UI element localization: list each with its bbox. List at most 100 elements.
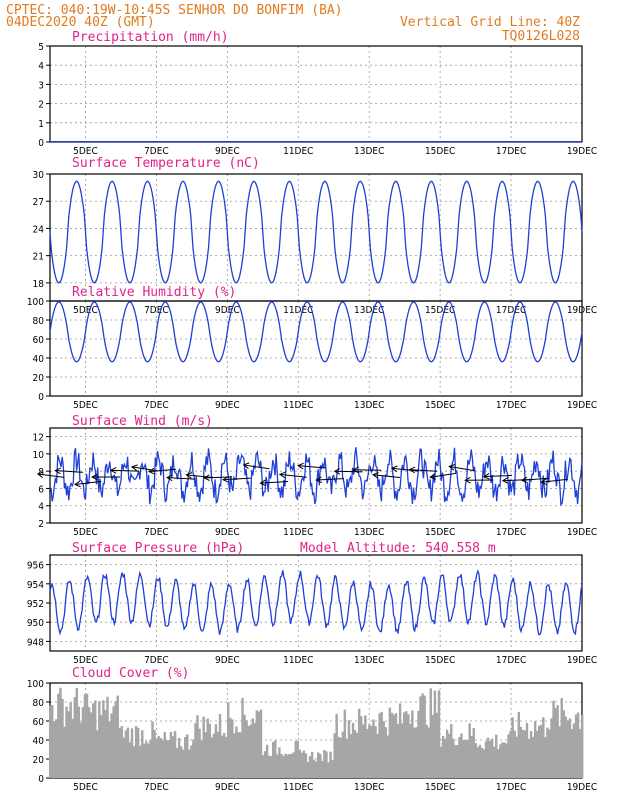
cloud-bar [359, 716, 363, 778]
y-tick-label: 4 [38, 61, 44, 72]
header-grid-line: Vertical Grid Line: 40Z [400, 15, 580, 30]
y-tick-label: 21 [33, 252, 44, 263]
cloud-bar [488, 741, 492, 778]
cloud-bar [282, 756, 285, 778]
cloud-bar [259, 709, 263, 778]
cloud-bar [157, 735, 160, 778]
wind-arrow-head [73, 480, 81, 488]
wind-arrow-head [259, 479, 267, 487]
x-tick-label: 7DEC [144, 305, 169, 316]
wind-arrow-head [520, 476, 528, 484]
wind-arrow [316, 478, 345, 481]
cloud-bar [222, 733, 226, 778]
cloud-bar [286, 754, 289, 778]
cloud-bar [128, 742, 132, 778]
cloud-bar [578, 728, 582, 778]
cloud-bar [224, 736, 228, 778]
title-cloud: Cloud Cover (%) [72, 666, 189, 681]
cloud-bar [558, 726, 561, 778]
x-tick-label: 5DEC [73, 782, 98, 793]
cloud-bar [288, 754, 291, 778]
title-pressure: Surface Pressure (hPa) [72, 541, 244, 556]
y-tick-label: 27 [33, 197, 44, 208]
cloud-bar [302, 750, 306, 778]
cloud-bar [384, 727, 387, 778]
cloud-bar [378, 713, 381, 778]
cloud-bar [249, 724, 252, 778]
x-tick-label: 17DEC [496, 782, 526, 793]
x-tick-label: 19DEC [567, 655, 597, 666]
cloud-bar [339, 737, 342, 778]
cloud-bar [460, 733, 463, 778]
x-tick-label: 13DEC [354, 655, 384, 666]
cloud-bar [73, 697, 76, 778]
wind-arrow [223, 477, 251, 481]
cloud-bar [188, 749, 191, 778]
cloud-bar [503, 742, 506, 778]
x-tick-label: 19DEC [567, 782, 597, 793]
cloud-bar [450, 724, 453, 778]
y-tick-label: 950 [27, 618, 44, 629]
cloud-bar [71, 718, 74, 778]
cloud-bar [347, 720, 351, 778]
wind-arrow-head [297, 462, 304, 470]
cloud-bar [374, 726, 377, 778]
wind-arrow [521, 477, 550, 481]
cloud-bar [402, 712, 406, 778]
x-tick-label: 15DEC [425, 655, 455, 666]
cloud-bar [237, 732, 240, 778]
cloud-bar [462, 739, 465, 778]
cloud-bar [151, 721, 154, 778]
x-tick-label: 17DEC [496, 400, 526, 411]
x-tick-label: 15DEC [425, 782, 455, 793]
cloud-bar [345, 738, 349, 778]
cloud-bar [63, 726, 66, 778]
cloud-bar [265, 744, 269, 778]
cloud-bar [480, 747, 484, 778]
y-tick-label: 12 [33, 433, 44, 444]
cloud-bar [439, 746, 443, 778]
cloud-bar [112, 706, 115, 778]
cloud-bar [572, 723, 576, 778]
cloud-bar [314, 761, 318, 778]
cloud-bar [419, 696, 422, 778]
y-tick-label: 0 [38, 392, 44, 403]
cloud-bar [431, 714, 435, 778]
cloud-bar [337, 736, 340, 778]
cloud-bar [306, 761, 310, 778]
cloud-bar [85, 693, 89, 778]
cloud-bar [269, 756, 273, 778]
wind-arrow [243, 464, 270, 470]
cloud-bar [116, 695, 119, 778]
wind-arrow-head [315, 476, 322, 484]
title-temperature: Surface Temperature (nC) [72, 156, 260, 171]
cloud-bar [415, 727, 418, 778]
cloud-bar [490, 738, 494, 778]
x-tick-label: 9DEC [215, 146, 240, 157]
cloud-bar [329, 751, 332, 778]
cloud-bar [437, 690, 441, 778]
cloud-bar [548, 729, 551, 778]
y-tick-label: 954 [27, 580, 44, 591]
cloud-bar [276, 754, 279, 778]
cloud-bar [366, 728, 369, 778]
header-model: TQ0126L028 [502, 29, 580, 44]
plot-frame [49, 554, 583, 652]
cloud-bar [218, 714, 222, 778]
wind-arrow [430, 472, 456, 478]
wind-arrow-head [109, 467, 117, 474]
cloud-bar [165, 740, 169, 778]
x-tick-label: 11DEC [283, 305, 313, 316]
cloud-bar [400, 723, 404, 778]
cloud-bar [472, 727, 475, 778]
y-tick-label: 6 [38, 484, 44, 495]
wind-arrow-head [501, 477, 509, 484]
y-tick-label: 952 [27, 599, 44, 610]
cloud-bar [163, 732, 167, 778]
cloud-bar [501, 742, 504, 778]
cloud-bar [568, 718, 572, 778]
cloud-bar [155, 738, 158, 778]
wind-arrow [449, 465, 475, 472]
cloud-bar [435, 712, 439, 778]
